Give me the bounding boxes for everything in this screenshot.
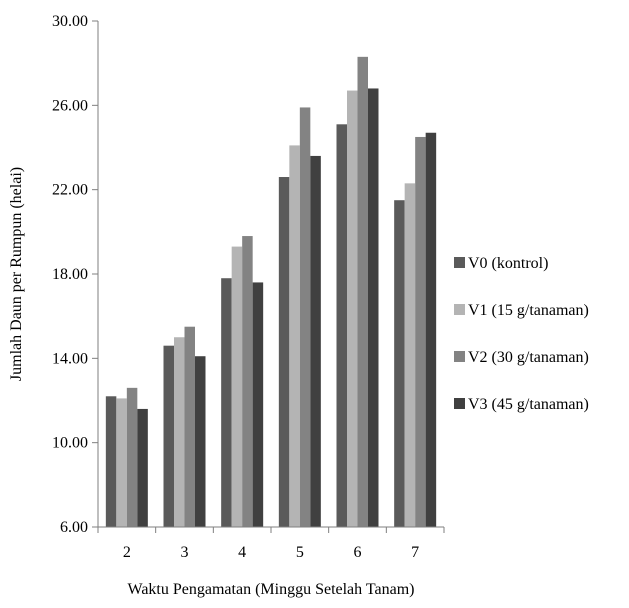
bar-3-5	[310, 156, 321, 527]
bar-3-4	[253, 282, 264, 527]
bar-1-6	[347, 91, 358, 527]
legend-label: V2 (30 g/tanaman)	[468, 349, 589, 366]
legend-label: V3 (45 g/tanaman)	[468, 396, 589, 413]
y-tick-label: 6.00	[60, 519, 88, 536]
bar-1-3	[174, 337, 185, 527]
y-tick-label: 10.00	[52, 435, 88, 452]
bar-3-7	[426, 133, 437, 527]
bars	[106, 57, 436, 527]
bar-1-5	[289, 145, 300, 527]
bar-0-3	[164, 346, 175, 527]
legend-label: V1 (15 g/tanaman)	[468, 302, 589, 319]
y-tick-label: 26.00	[52, 97, 88, 114]
x-tick-label: 4	[238, 544, 246, 561]
x-tick-label: 7	[411, 544, 419, 561]
bar-0-6	[337, 124, 348, 527]
y-tick-label: 14.00	[52, 350, 88, 367]
y-tick-label: 30.00	[52, 13, 88, 30]
bar-2-6	[358, 57, 369, 527]
bar-1-2	[116, 398, 127, 527]
x-tick-label: 6	[354, 544, 362, 561]
bar-1-4	[232, 247, 243, 527]
legend-swatch	[454, 304, 465, 315]
bar-3-2	[137, 409, 148, 527]
x-axis-ticks: 2 3 4 5 6 7	[98, 527, 444, 561]
bar-2-7	[415, 137, 426, 527]
bar-0-5	[279, 177, 290, 527]
bar-2-2	[127, 388, 138, 527]
bar-3-3	[195, 356, 206, 527]
x-tick-label: 5	[296, 544, 304, 561]
legend-swatch	[454, 398, 465, 409]
y-axis-ticks: 6.00 10.00 14.00 18.00 22.00 26.00 30.00	[52, 13, 98, 536]
x-tick-label: 3	[181, 544, 189, 561]
y-tick-label: 18.00	[52, 266, 88, 283]
legend-swatch	[454, 257, 465, 268]
bar-0-7	[394, 200, 405, 527]
legend: V0 (kontrol) V1 (15 g/tanaman) V2 (30 g/ta…	[454, 255, 589, 413]
bar-0-4	[221, 278, 232, 527]
legend-swatch	[454, 351, 465, 362]
bar-1-7	[405, 183, 416, 527]
bar-3-6	[368, 88, 379, 527]
bar-2-4	[242, 236, 253, 527]
legend-label: V0 (kontrol)	[468, 255, 548, 272]
bar-2-5	[300, 107, 311, 527]
bar-2-3	[185, 327, 196, 527]
x-axis-title: Waktu Pengamatan (Minggu Setelah Tanam)	[128, 581, 415, 598]
y-tick-label: 22.00	[52, 182, 88, 199]
x-tick-label: 2	[123, 544, 131, 561]
y-axis-title: Jumlah Daun per Rumpun (helai)	[8, 167, 25, 381]
bar-0-2	[106, 396, 117, 527]
